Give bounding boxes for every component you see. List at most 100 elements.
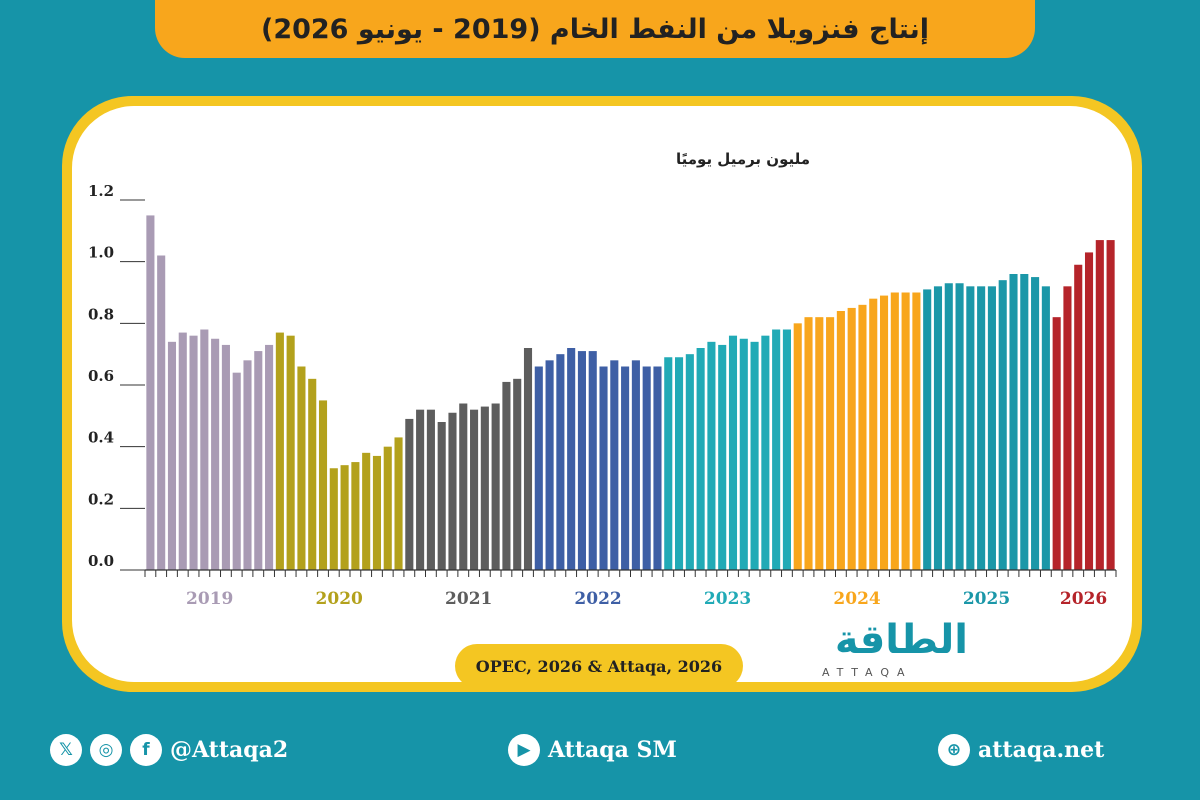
- bar: [416, 409, 425, 570]
- bar: [826, 317, 835, 570]
- y-tick-label: 0.4: [88, 429, 114, 447]
- y-tick-label: 0.0: [88, 552, 114, 570]
- bar: [707, 341, 716, 570]
- youtube-icon[interactable]: ▶: [508, 734, 540, 766]
- page-title: إنتاج فنزويلا من النفط الخام (2019 - يون…: [260, 13, 930, 45]
- bar: [426, 409, 435, 570]
- bar: [869, 298, 878, 570]
- title-banner: إنتاج فنزويلا من النفط الخام (2019 - يون…: [155, 0, 1035, 58]
- bar: [308, 378, 317, 570]
- bar: [383, 446, 392, 570]
- bar: [793, 323, 802, 570]
- bar: [275, 332, 284, 570]
- bar: [1052, 317, 1061, 570]
- bar: [513, 378, 522, 570]
- bar: [772, 329, 781, 570]
- x-tick-label: 2022: [574, 589, 621, 609]
- source-box: OPEC, 2026 & Attaqa, 2026: [455, 644, 743, 688]
- logo-latin: ATTAQA: [822, 666, 913, 679]
- bar: [1009, 274, 1018, 570]
- bar: [739, 338, 748, 570]
- y-tick-label: 0.6: [88, 367, 114, 385]
- bar: [200, 329, 209, 570]
- instagram-icon[interactable]: ◎: [90, 734, 122, 766]
- x-tick-label: 2023: [704, 589, 751, 609]
- bar: [685, 354, 694, 570]
- bar: [534, 366, 543, 570]
- bar: [750, 341, 759, 570]
- bar: [329, 468, 338, 570]
- youtube-link: ▶ Attaqa SM: [508, 734, 677, 766]
- bar: [631, 360, 640, 570]
- bar: [955, 283, 964, 570]
- bar: [1041, 286, 1050, 570]
- bar: [847, 307, 856, 570]
- bar: [933, 286, 943, 570]
- bar: [804, 317, 813, 570]
- bar: [761, 335, 770, 570]
- bar: [998, 280, 1007, 570]
- bar: [588, 351, 597, 570]
- bar: [977, 286, 986, 570]
- bar: [556, 354, 565, 570]
- bar: [696, 348, 705, 570]
- y-tick-label: 0.2: [88, 490, 114, 508]
- bar: [879, 295, 889, 570]
- bar: [523, 348, 533, 570]
- bar: [480, 406, 489, 570]
- bar: [297, 366, 306, 570]
- bar: [448, 412, 457, 570]
- bar: [728, 335, 738, 570]
- bar: [362, 452, 371, 570]
- bar: [211, 338, 220, 570]
- facebook-icon[interactable]: f: [130, 734, 162, 766]
- bar: [782, 329, 791, 570]
- bar: [1095, 240, 1104, 570]
- bar: [815, 317, 824, 570]
- y-tick-label: 1.0: [88, 244, 114, 262]
- bar: [265, 344, 274, 570]
- bar: [1031, 277, 1040, 570]
- globe-icon[interactable]: ⊕: [938, 734, 970, 766]
- bar: [944, 283, 953, 570]
- social-handle[interactable]: @Attaqa2: [170, 737, 289, 763]
- bar: [351, 462, 360, 570]
- website-url[interactable]: attaqa.net: [978, 737, 1105, 763]
- bar: [1106, 240, 1115, 570]
- x-tick-label: 2025: [963, 589, 1010, 609]
- logo-arabic: الطاقة: [834, 617, 968, 663]
- bar: [567, 348, 576, 570]
- bar: [437, 422, 446, 570]
- bar: [912, 292, 921, 570]
- bar: [146, 215, 155, 571]
- bar: [372, 455, 382, 570]
- bar: [243, 360, 252, 570]
- bar: [286, 335, 295, 570]
- x-icon[interactable]: 𝕏: [50, 734, 82, 766]
- bar: [664, 357, 673, 570]
- bar: [340, 465, 349, 570]
- bar: [1020, 274, 1029, 570]
- bar: [167, 341, 177, 570]
- bar: [405, 418, 414, 570]
- bar: [232, 372, 241, 570]
- bar: [923, 289, 932, 570]
- bar: [599, 366, 608, 570]
- x-tick-label: 2024: [833, 589, 880, 609]
- social-links: 𝕏 ◎ f @Attaqa2: [50, 734, 288, 766]
- bar: [1063, 286, 1072, 570]
- bar: [987, 286, 996, 570]
- x-tick-label: 2026: [1060, 589, 1107, 609]
- youtube-channel[interactable]: Attaqa SM: [548, 737, 677, 763]
- bar: [318, 400, 328, 570]
- bar: [718, 344, 727, 570]
- bar: [254, 351, 263, 570]
- bar: [890, 292, 899, 570]
- source-text: OPEC, 2026 & Attaqa, 2026: [475, 656, 723, 676]
- bar: [545, 360, 554, 570]
- bar: [966, 286, 975, 570]
- bar: [901, 292, 910, 570]
- bar: [675, 357, 684, 570]
- bar: [642, 366, 651, 570]
